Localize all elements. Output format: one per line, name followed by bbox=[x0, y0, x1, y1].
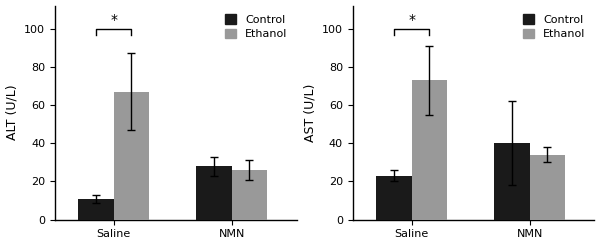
Legend: Control, Ethanol: Control, Ethanol bbox=[520, 11, 589, 43]
Y-axis label: AST (U/L): AST (U/L) bbox=[304, 84, 316, 142]
Legend: Control, Ethanol: Control, Ethanol bbox=[222, 11, 291, 43]
Bar bbox=[196, 166, 232, 220]
Bar bbox=[494, 143, 530, 220]
Bar bbox=[114, 92, 149, 220]
Bar bbox=[530, 155, 565, 220]
Text: *: * bbox=[408, 12, 415, 27]
Bar bbox=[232, 170, 267, 220]
Bar bbox=[79, 199, 114, 220]
Bar bbox=[376, 176, 412, 220]
Text: *: * bbox=[110, 12, 117, 27]
Y-axis label: ALT (U/L): ALT (U/L) bbox=[5, 85, 19, 140]
Bar bbox=[412, 80, 447, 220]
